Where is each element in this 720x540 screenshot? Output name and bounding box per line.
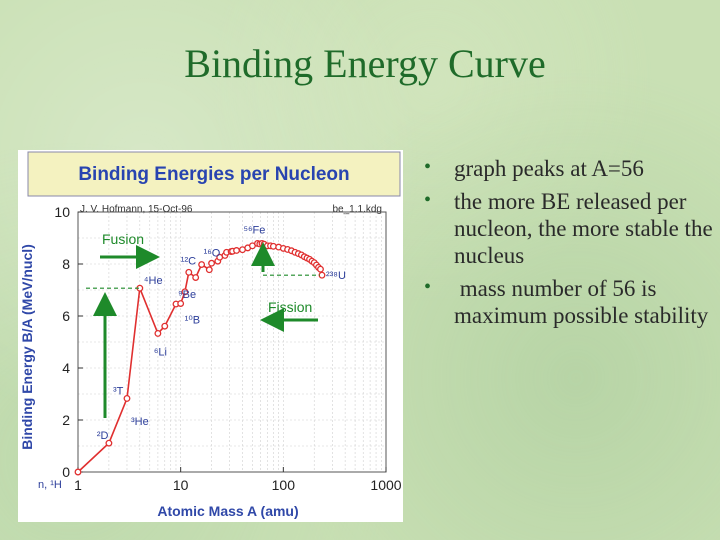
nuclide-label: ²D: [97, 430, 109, 442]
data-point: [198, 261, 206, 268]
chart-file: be_1.1.kdg: [333, 204, 383, 215]
data-point: [318, 271, 326, 279]
fission-label: Fission: [268, 299, 312, 315]
plot-frame: [77, 211, 387, 473]
nuclide-label: ²³⁸U: [326, 270, 346, 282]
nuclide-label: ¹²C: [181, 255, 196, 267]
bullet-text: mass number of 56 is maximum possible st…: [454, 275, 709, 328]
bullet-item: • mass number of 56 is maximum possible …: [420, 276, 715, 330]
data-point: [154, 329, 162, 337]
x-tick-label: 10: [173, 477, 189, 493]
chart-svg: Binding Energies per Nucleon J. V. Hofman…: [18, 150, 403, 522]
data-point: [181, 288, 189, 296]
data-point: [161, 322, 169, 330]
data-point: [317, 265, 324, 273]
chart-author: J. V. Hofmann, 15-Oct-96: [80, 204, 193, 215]
nuclide-label: ⁹Be: [178, 289, 196, 301]
y-axis-label: Binding Energy B/A (MeV/nucl): [19, 244, 35, 450]
data-point: [177, 300, 185, 307]
data-point: [105, 439, 113, 447]
chart-title: Binding Energies per Nucleon: [78, 164, 349, 185]
y-tick-label: 0: [62, 464, 70, 480]
bullet-list: • graph peaks at A=56 • the more BE releas…: [420, 156, 715, 335]
nuclide-label: ⁶Li: [154, 346, 167, 358]
fusion-label: Fusion: [102, 231, 144, 247]
data-point: [123, 394, 131, 402]
nuclide-label: ³He: [131, 416, 149, 428]
nuclide-label: ³T: [113, 385, 124, 397]
data-point: [208, 259, 216, 267]
y-tick-label: 4: [62, 360, 70, 376]
data-point: [74, 468, 82, 476]
nuclide-label: ¹⁶O: [204, 248, 221, 260]
data-point: [205, 266, 213, 274]
y-tick-label: 10: [54, 204, 70, 220]
data-point: [192, 274, 200, 281]
bullet-icon: •: [424, 156, 432, 178]
data-point: [233, 247, 240, 254]
x-tick-label: 100: [272, 477, 296, 493]
bullet-item: • the more BE released per nucleon, the m…: [420, 189, 715, 270]
chart-title-banner: [27, 151, 401, 197]
y-tick-label: 2: [62, 412, 70, 428]
y-tick-label: 6: [62, 308, 70, 324]
x-tick-label: 1: [74, 477, 82, 493]
nuclide-label: n, ¹H: [38, 479, 62, 491]
bullet-item: • graph peaks at A=56: [420, 156, 715, 183]
bullet-text: the more BE released per nucleon, the mo…: [454, 188, 713, 268]
bullet-icon: •: [424, 275, 432, 298]
data-point: [185, 268, 193, 276]
nuclide-label: ¹⁰B: [185, 315, 200, 327]
x-tick-label: 1000: [370, 477, 401, 493]
y-tick-label: 8: [62, 256, 70, 272]
nuclide-label: ⁴He: [144, 275, 163, 287]
nuclide-label: ⁵⁶Fe: [243, 224, 265, 236]
binding-energy-chart: Binding Energies per Nucleon J. V. Hofman…: [18, 150, 403, 522]
bullet-text: graph peaks at A=56: [454, 156, 644, 181]
bullet-icon: •: [424, 188, 432, 211]
slide-title: Binding Energy Curve: [184, 41, 546, 86]
x-axis-label: Atomic Mass A (amu): [157, 503, 298, 519]
